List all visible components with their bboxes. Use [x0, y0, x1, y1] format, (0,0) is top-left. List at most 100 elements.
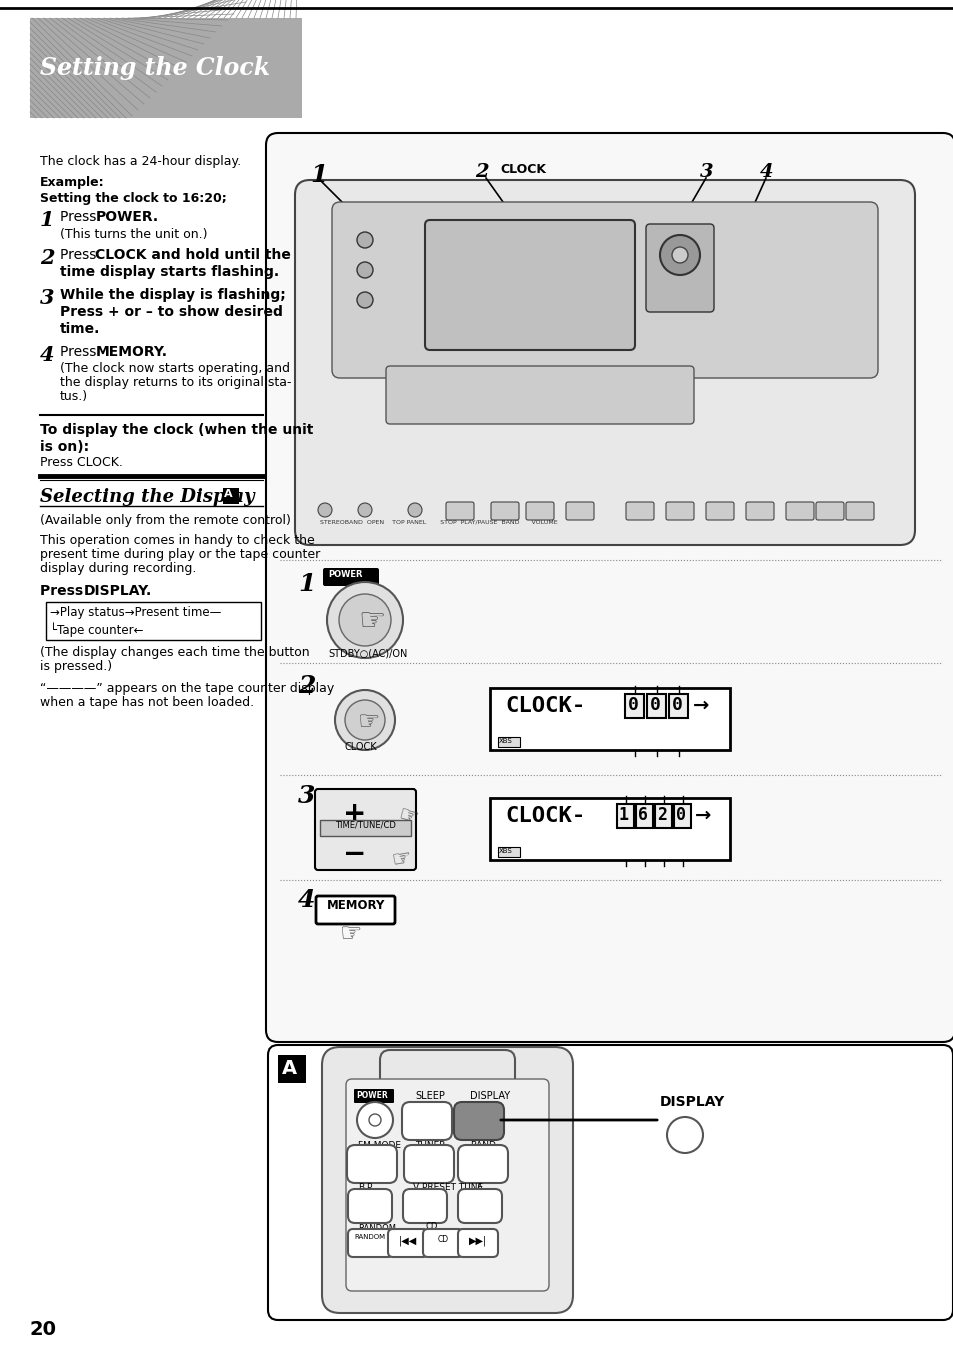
Text: To display the clock (when the unit: To display the clock (when the unit — [40, 424, 313, 437]
Bar — [497, 737, 519, 747]
Text: Example:: Example: — [40, 175, 105, 189]
Text: is on):: is on): — [40, 440, 89, 455]
Text: V PRESET TUNE: V PRESET TUNE — [413, 1183, 482, 1193]
Text: 1: 1 — [297, 572, 315, 596]
FancyBboxPatch shape — [815, 502, 843, 519]
Text: B.P: B.P — [357, 1183, 372, 1193]
Text: 1: 1 — [40, 210, 54, 229]
Text: 6: 6 — [638, 805, 647, 824]
Bar — [277, 1055, 306, 1083]
Text: Press: Press — [40, 584, 88, 598]
Text: 1: 1 — [310, 163, 327, 188]
Text: ☞: ☞ — [395, 805, 419, 830]
Text: ☞: ☞ — [339, 921, 362, 946]
Bar — [490, 688, 729, 750]
Text: “————” appears on the tape counter display: “————” appears on the tape counter displ… — [40, 683, 334, 695]
Text: ☞: ☞ — [357, 710, 380, 734]
Text: (Available only from the remote control): (Available only from the remote control) — [40, 514, 291, 527]
FancyBboxPatch shape — [402, 1188, 447, 1224]
FancyBboxPatch shape — [625, 502, 654, 519]
FancyBboxPatch shape — [294, 179, 914, 545]
Bar — [646, 693, 665, 718]
FancyBboxPatch shape — [457, 1229, 497, 1257]
Text: when a tape has not been loaded.: when a tape has not been loaded. — [40, 696, 253, 710]
Text: Press CLOCK.: Press CLOCK. — [40, 456, 123, 469]
Bar — [490, 799, 729, 861]
Text: FM MODE: FM MODE — [357, 1141, 400, 1149]
Text: (This turns the unit on.): (This turns the unit on.) — [60, 228, 208, 241]
FancyBboxPatch shape — [745, 502, 773, 519]
Text: 0: 0 — [676, 805, 685, 824]
Circle shape — [408, 503, 421, 517]
Text: The clock has a 24-hour display.: The clock has a 24-hour display. — [40, 155, 241, 169]
Text: RANDOM: RANDOM — [355, 1234, 385, 1240]
Text: └Tape counter←: └Tape counter← — [50, 622, 143, 637]
Text: ☞: ☞ — [357, 607, 385, 637]
Text: DISPLAY.: DISPLAY. — [84, 584, 152, 598]
Bar — [636, 804, 652, 828]
FancyBboxPatch shape — [422, 1229, 462, 1257]
Text: ☞: ☞ — [390, 849, 413, 871]
FancyBboxPatch shape — [323, 568, 378, 585]
Circle shape — [666, 1117, 702, 1153]
Text: SLEEP: SLEEP — [415, 1091, 444, 1101]
Text: 0: 0 — [671, 696, 682, 714]
Circle shape — [356, 232, 373, 248]
Text: 3: 3 — [700, 163, 713, 181]
Circle shape — [327, 581, 402, 658]
Text: (The display changes each time the button: (The display changes each time the butto… — [40, 646, 310, 660]
Bar — [46, 602, 261, 639]
Bar — [319, 820, 411, 836]
Circle shape — [357, 503, 372, 517]
Circle shape — [345, 700, 385, 741]
Text: CLOCK-: CLOCK- — [504, 805, 584, 826]
Text: STEREOBAND  OPEN    TOP PANEL       STOP  PLAY/PAUSE  BAND      VOLUME: STEREOBAND OPEN TOP PANEL STOP PLAY/PAUS… — [319, 519, 558, 525]
Text: Λ: Λ — [476, 1183, 482, 1193]
Text: 4: 4 — [297, 888, 315, 912]
FancyBboxPatch shape — [491, 502, 518, 519]
Text: →: → — [692, 696, 709, 715]
Text: While the display is flashing;: While the display is flashing; — [60, 287, 286, 302]
FancyBboxPatch shape — [705, 502, 733, 519]
Text: +: + — [343, 800, 366, 828]
FancyBboxPatch shape — [348, 1229, 393, 1257]
FancyBboxPatch shape — [457, 1188, 501, 1224]
Text: STDBY○(AC)/ON: STDBY○(AC)/ON — [328, 648, 407, 658]
Text: Selecting the Display: Selecting the Display — [40, 488, 260, 506]
Text: This operation comes in handy to check the: This operation comes in handy to check t… — [40, 534, 314, 546]
Text: DISPLAY: DISPLAY — [470, 1091, 510, 1101]
Text: MEMORY.: MEMORY. — [96, 345, 168, 359]
Text: 4: 4 — [760, 163, 773, 181]
FancyBboxPatch shape — [645, 224, 713, 312]
Text: 1: 1 — [618, 805, 628, 824]
Text: the display returns to its original sta-: the display returns to its original sta- — [60, 376, 292, 389]
Text: CD: CD — [425, 1222, 437, 1232]
Text: is pressed.): is pressed.) — [40, 660, 112, 673]
Bar — [223, 488, 239, 505]
Text: Press: Press — [60, 345, 101, 359]
FancyBboxPatch shape — [332, 202, 877, 378]
FancyBboxPatch shape — [665, 502, 693, 519]
FancyBboxPatch shape — [386, 366, 693, 424]
Text: DISPLAY: DISPLAY — [659, 1095, 724, 1109]
Text: Press: Press — [60, 210, 101, 224]
Text: 3: 3 — [297, 784, 315, 808]
Circle shape — [317, 503, 332, 517]
Bar — [617, 804, 634, 828]
Bar — [655, 804, 671, 828]
FancyBboxPatch shape — [268, 1045, 952, 1321]
Text: present time during play or the tape counter: present time during play or the tape cou… — [40, 548, 320, 561]
Text: 20: 20 — [30, 1321, 57, 1340]
Text: A: A — [282, 1059, 296, 1078]
Text: (The clock now starts operating, and: (The clock now starts operating, and — [60, 362, 290, 375]
FancyBboxPatch shape — [314, 789, 416, 870]
Text: TUNER: TUNER — [415, 1141, 445, 1149]
Text: Setting the clock to 16:20;: Setting the clock to 16:20; — [40, 192, 227, 205]
Text: →: → — [695, 805, 711, 826]
FancyBboxPatch shape — [565, 502, 594, 519]
Circle shape — [356, 262, 373, 278]
Text: display during recording.: display during recording. — [40, 563, 196, 575]
Text: 3: 3 — [40, 287, 54, 308]
Circle shape — [369, 1114, 380, 1126]
Bar — [497, 847, 519, 857]
